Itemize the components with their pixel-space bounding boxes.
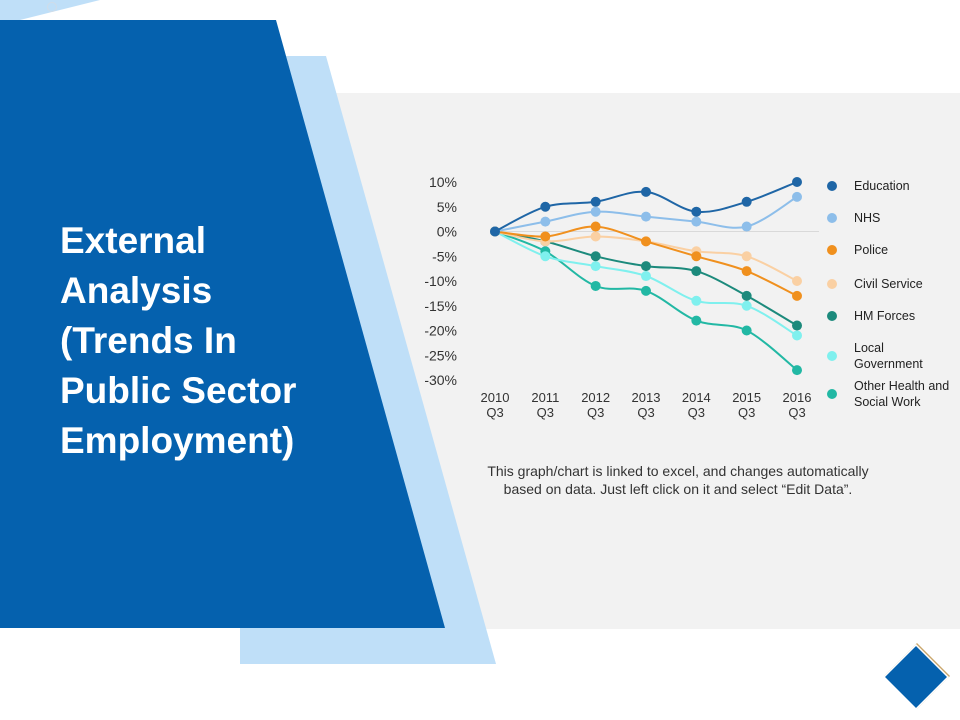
public-sector-employment-chart[interactable]: 10%5%0%-5%-10%-15%-20%-25%-30%2010Q32011… bbox=[400, 160, 960, 430]
legend-label: Police bbox=[854, 243, 888, 257]
legend-marker bbox=[827, 389, 837, 399]
x-tick-label: 2013 bbox=[632, 390, 661, 405]
x-tick-label: Q3 bbox=[486, 405, 503, 420]
title-line: Analysis bbox=[60, 270, 213, 311]
data-point bbox=[691, 295, 702, 306]
y-tick-label: 0% bbox=[437, 224, 457, 240]
data-point bbox=[590, 231, 601, 242]
legend-label: Other Health and bbox=[854, 379, 949, 393]
data-point bbox=[641, 285, 651, 296]
y-tick-label: 10% bbox=[429, 174, 457, 190]
title-line: Public Sector bbox=[60, 370, 297, 411]
data-point bbox=[691, 216, 702, 227]
data-point bbox=[540, 251, 551, 262]
legend-label: NHS bbox=[854, 211, 880, 225]
decorative-circle-icon bbox=[47, 2, 57, 12]
data-point bbox=[540, 216, 551, 227]
legend-label: Government bbox=[854, 357, 923, 371]
legend-marker bbox=[827, 181, 837, 191]
title-line: External bbox=[60, 220, 207, 261]
x-tick-label: 2011 bbox=[531, 390, 559, 405]
legend-marker bbox=[827, 213, 837, 223]
series-line bbox=[494, 230, 798, 371]
title-line: (Trends In bbox=[60, 320, 237, 361]
note-line: This graph/chart is linked to excel, and… bbox=[487, 463, 869, 479]
data-point bbox=[590, 251, 601, 262]
data-point bbox=[792, 320, 802, 331]
title-line: Employment) bbox=[60, 420, 295, 461]
data-point bbox=[641, 186, 651, 197]
data-point bbox=[691, 266, 702, 277]
data-point bbox=[590, 280, 601, 291]
x-tick-label: Q3 bbox=[788, 405, 805, 420]
legend-marker bbox=[827, 245, 837, 255]
data-point bbox=[792, 276, 802, 286]
data-point bbox=[540, 231, 551, 242]
data-point bbox=[792, 365, 802, 376]
y-tick-label: 5% bbox=[437, 199, 457, 215]
data-point bbox=[741, 251, 752, 262]
data-point bbox=[741, 196, 752, 207]
y-tick-label: -10% bbox=[424, 273, 457, 289]
x-tick-label: Q3 bbox=[637, 405, 654, 420]
data-point bbox=[641, 211, 651, 222]
data-point bbox=[792, 330, 802, 341]
x-tick-label: 2012 bbox=[581, 390, 610, 405]
x-tick-label: Q3 bbox=[587, 405, 604, 420]
chart-note: This graph/chart is linked to excel, and… bbox=[448, 462, 908, 498]
data-point bbox=[741, 266, 752, 277]
data-point bbox=[691, 315, 702, 326]
series-line bbox=[494, 230, 798, 337]
data-point bbox=[691, 206, 702, 217]
data-point bbox=[641, 261, 651, 272]
x-tick-label: 2010 bbox=[481, 390, 510, 405]
note-line: based on data. Just left click on it and… bbox=[503, 481, 853, 497]
data-point bbox=[741, 300, 752, 311]
x-tick-label: Q3 bbox=[738, 405, 755, 420]
legend-label: Education bbox=[854, 179, 910, 193]
data-point bbox=[691, 251, 702, 262]
y-tick-label: -20% bbox=[424, 323, 457, 339]
data-point bbox=[540, 201, 551, 212]
x-tick-label: 2014 bbox=[682, 390, 711, 405]
data-point bbox=[590, 221, 601, 232]
data-point bbox=[590, 261, 601, 272]
y-tick-label: -25% bbox=[424, 347, 457, 363]
data-point bbox=[641, 236, 651, 247]
x-tick-label: 2016 bbox=[783, 390, 812, 405]
y-tick-label: -15% bbox=[424, 298, 457, 314]
legend-marker bbox=[827, 279, 837, 289]
legend-label: HM Forces bbox=[854, 309, 915, 323]
legend-label: Local bbox=[854, 341, 884, 355]
corner-diamond-icon bbox=[882, 643, 950, 711]
legend-label: Civil Service bbox=[854, 277, 923, 291]
x-tick-label: 2015 bbox=[732, 390, 761, 405]
x-tick-label: Q3 bbox=[688, 405, 705, 420]
data-point bbox=[741, 290, 752, 301]
y-tick-label: -30% bbox=[424, 372, 457, 388]
y-tick-label: -5% bbox=[432, 248, 457, 264]
legend-marker bbox=[827, 351, 837, 361]
data-point bbox=[590, 196, 601, 207]
data-point bbox=[590, 206, 601, 217]
top-corner-accent bbox=[0, 0, 100, 20]
data-point bbox=[641, 271, 651, 282]
data-point bbox=[792, 290, 802, 301]
legend-marker bbox=[827, 311, 837, 321]
slide-title: External Analysis (Trends In Public Sect… bbox=[60, 216, 360, 466]
data-point bbox=[741, 221, 752, 232]
data-point bbox=[490, 226, 500, 237]
x-tick-label: Q3 bbox=[537, 405, 554, 420]
legend-label: Social Work bbox=[854, 395, 921, 409]
title-panel bbox=[0, 20, 445, 628]
data-point bbox=[741, 325, 752, 336]
data-point bbox=[792, 177, 802, 187]
data-point bbox=[792, 191, 802, 202]
